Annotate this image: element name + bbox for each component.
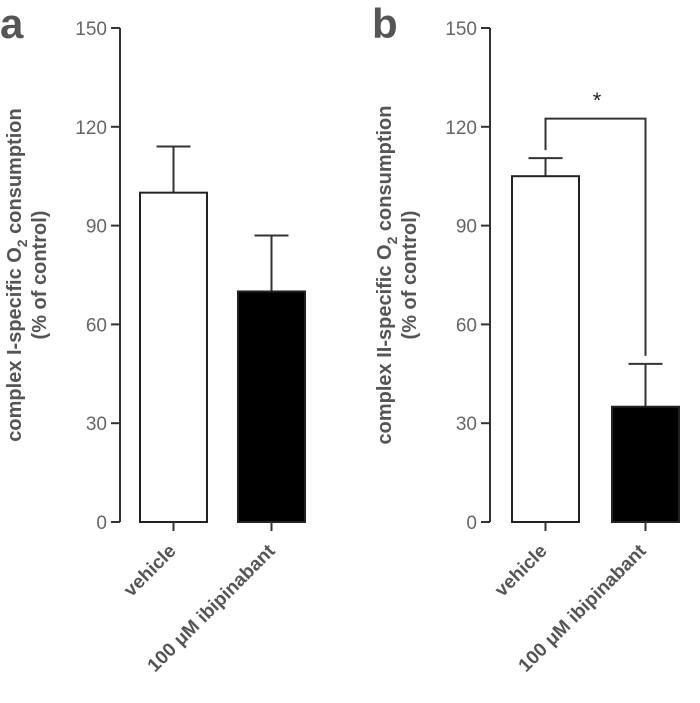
y-tick-label: 120 (75, 118, 107, 139)
panel-b: b complex II-specific O2 consumption (% … (372, 0, 680, 676)
category-label-b-0: vehicle (491, 541, 551, 601)
bar (237, 290, 306, 524)
significance-bracket-b: * (544, 88, 647, 356)
bars-a (139, 145, 306, 531)
panel-letter-b: b (372, 0, 398, 47)
y-tick-label: 150 (445, 19, 477, 40)
significance-label-b: * (593, 88, 602, 113)
y-axis-title-line2-b: (% of control) (399, 211, 421, 340)
bars-b (511, 157, 680, 531)
y-axis-title-line1-a: complex I-specific O2 consumption (4, 108, 30, 441)
y-axis-title-line2-a: (% of control) (29, 211, 51, 340)
panel-a: a complex I-specific O2 consumption (% o… (0, 0, 306, 676)
y-tick-label: 120 (445, 118, 477, 139)
y-ticks-b: 0 30 60 90 120 150 (445, 19, 490, 534)
bar (139, 191, 208, 524)
y-tick-label: 0 (466, 513, 477, 534)
y-tick-label: 90 (86, 217, 107, 238)
y-tick-label: 90 (456, 217, 477, 238)
panel-letter-a: a (0, 0, 24, 47)
y-tick-label: 30 (456, 414, 477, 435)
category-label-a-0: vehicle (120, 541, 180, 601)
y-ticks-a: 0 30 60 90 120 150 (75, 19, 120, 534)
y-axis-title-line1-b: complex II-specific O2 consumption (374, 106, 400, 445)
y-tick-label: 60 (456, 315, 477, 336)
y-tick-label: 0 (96, 513, 107, 534)
bar (611, 405, 680, 524)
y-tick-label: 30 (86, 414, 107, 435)
bar (511, 175, 580, 523)
significance-line (544, 117, 647, 356)
y-tick-label: 60 (86, 315, 107, 336)
y-tick-label: 150 (75, 19, 107, 40)
